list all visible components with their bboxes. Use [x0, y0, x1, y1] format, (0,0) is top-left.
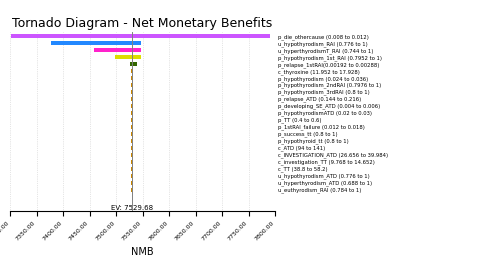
Bar [52, 41, 142, 45]
Bar [94, 48, 142, 52]
Bar [11, 34, 270, 38]
Bar [131, 69, 133, 73]
Title: Tornado Diagram - Net Monetary Benefits: Tornado Diagram - Net Monetary Benefits [12, 17, 272, 30]
Bar [115, 55, 141, 59]
Bar [130, 62, 137, 66]
Text: EV: 7529.68: EV: 7529.68 [110, 205, 153, 211]
X-axis label: NMB: NMB [131, 247, 154, 257]
